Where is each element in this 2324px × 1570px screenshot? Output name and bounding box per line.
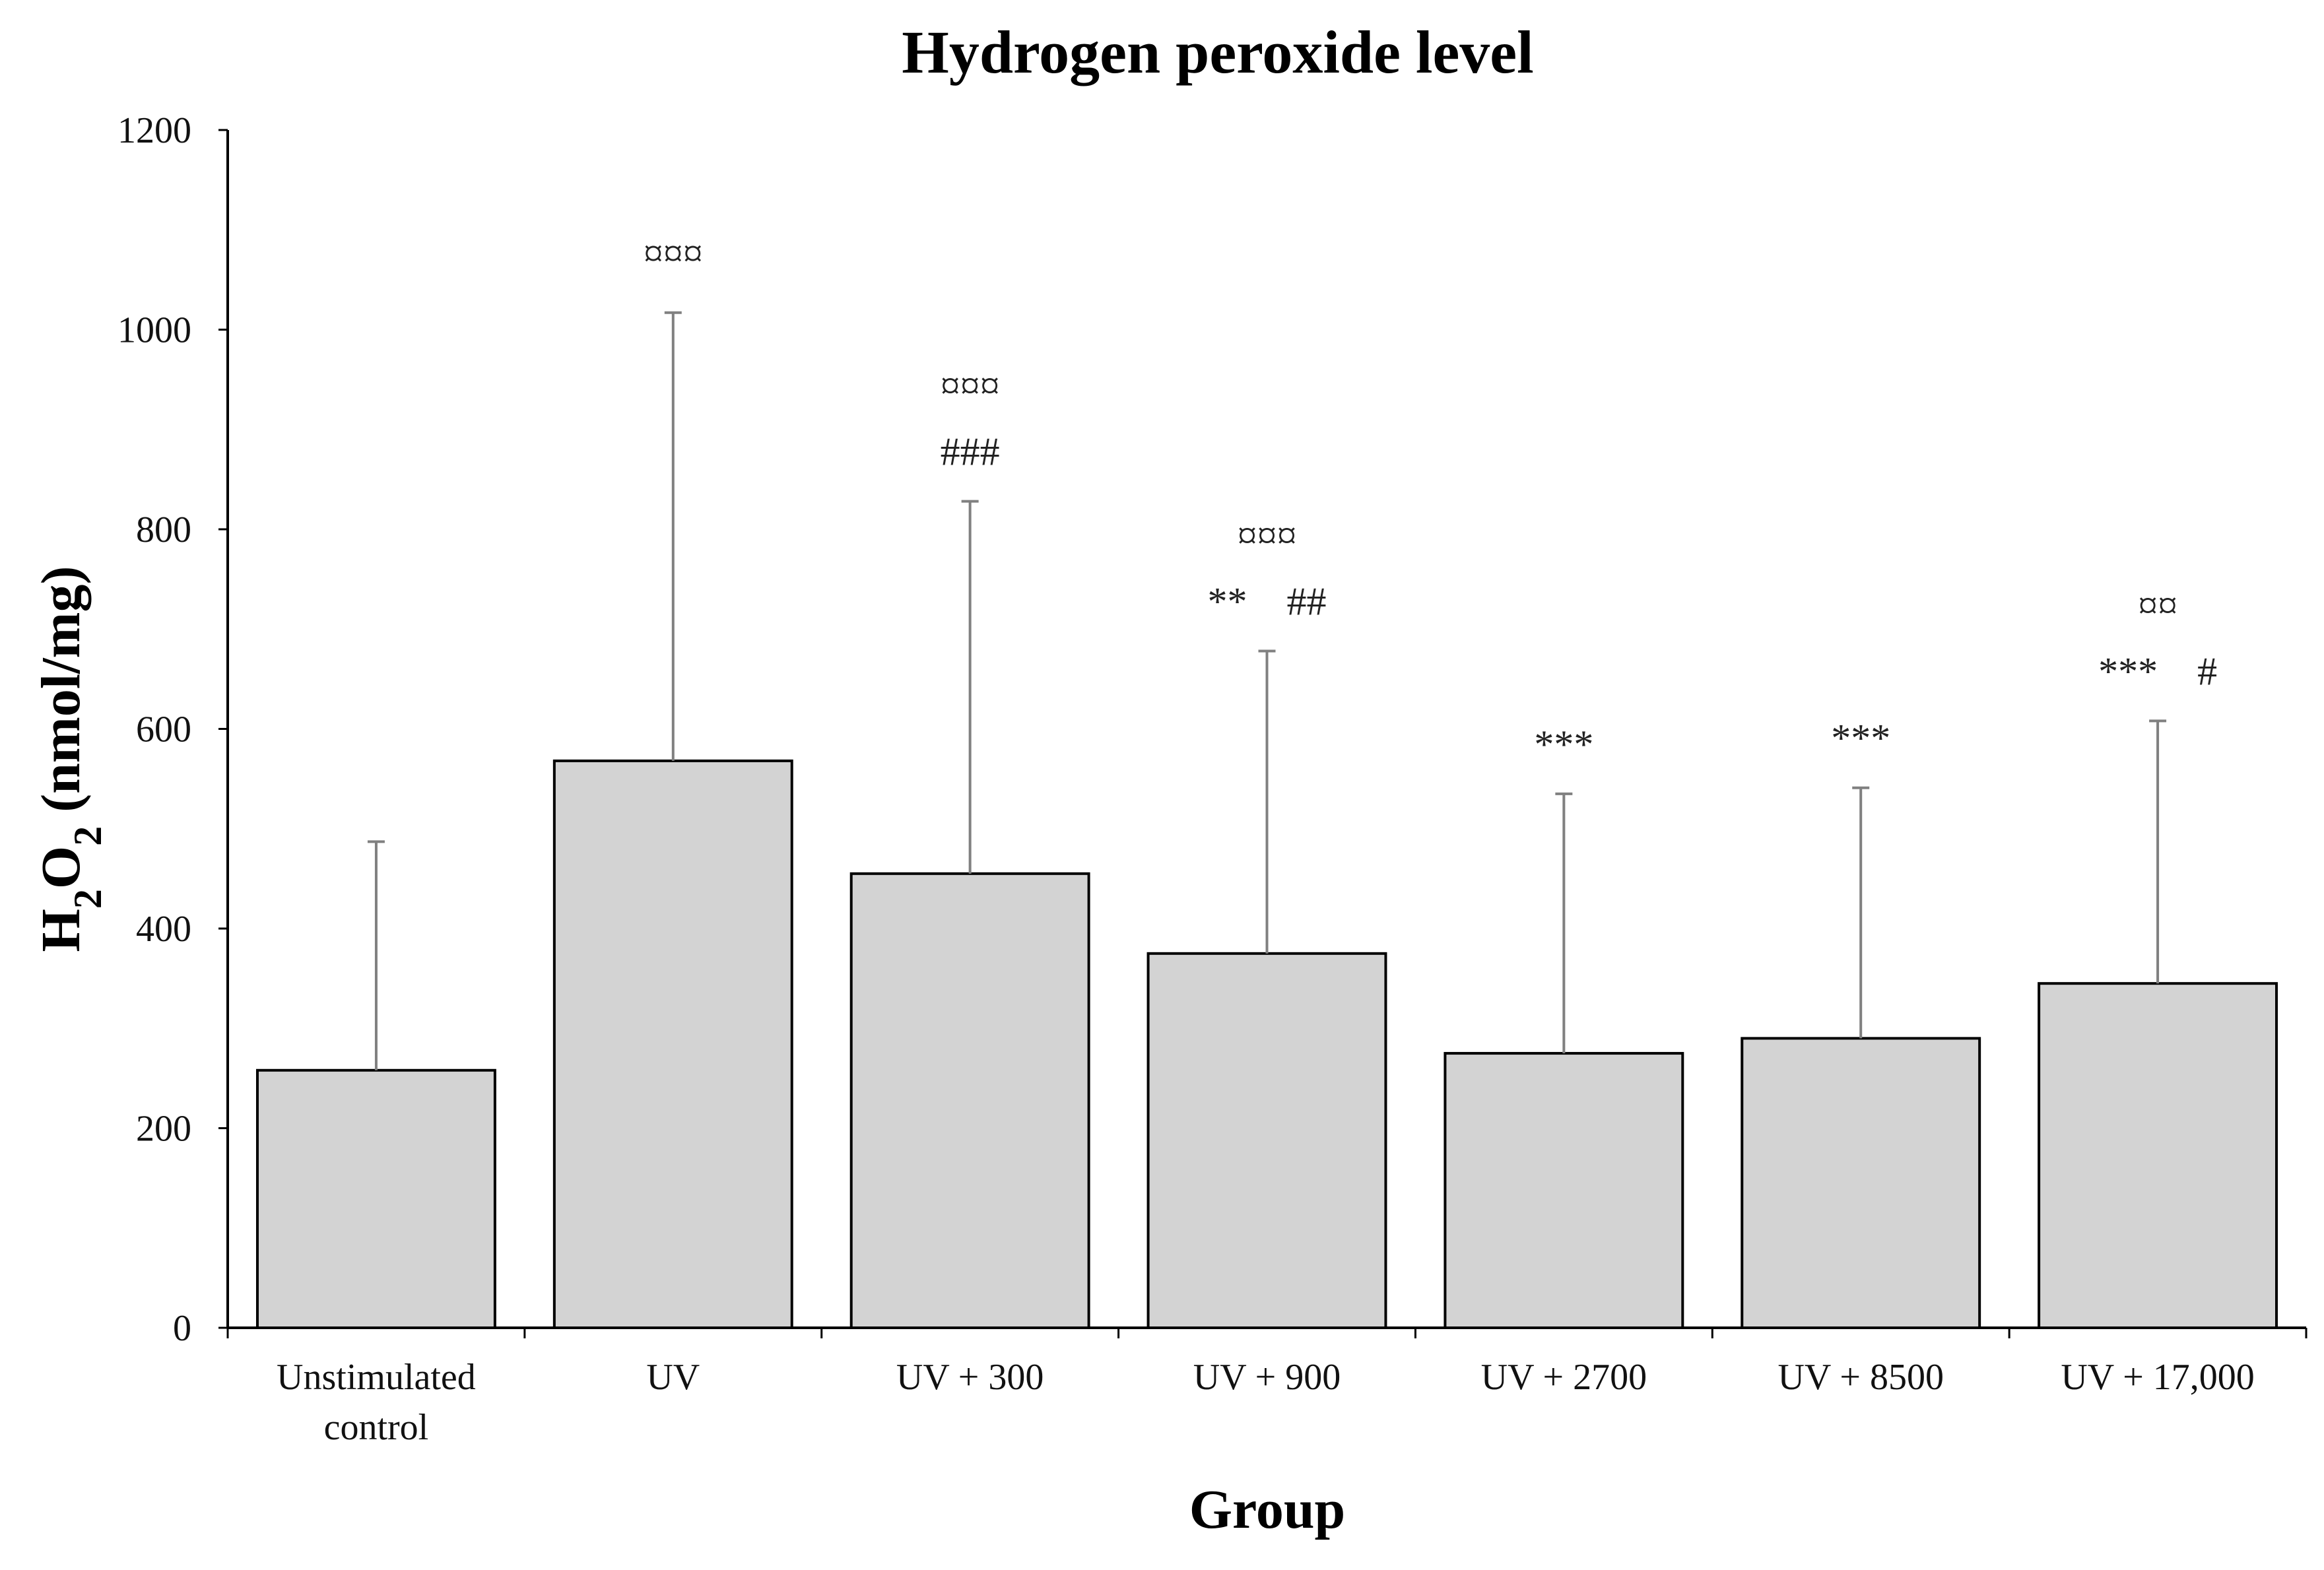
y-axis-title-units: (nmol/mg) [30, 566, 92, 826]
x-tick-label: UV [646, 1357, 700, 1398]
y-tick-label: 400 [136, 909, 191, 950]
bar [2038, 982, 2278, 1329]
x-tick-label: UV + 300 [896, 1357, 1044, 1398]
y-axis-title-sub1: 2 [66, 889, 110, 909]
bar [1146, 952, 1387, 1329]
significance-marker: *** [1831, 717, 1890, 760]
significance-marker: ** ## [1208, 580, 1327, 624]
bar [552, 759, 793, 1329]
x-tick-label: UV + 17,000 [2061, 1357, 2254, 1398]
significance-marker: ¤¤ [2138, 583, 2177, 627]
y-tick-label: 0 [173, 1308, 191, 1349]
significance-marker: ¤¤¤ [644, 232, 703, 275]
y-tick-label: 200 [136, 1109, 191, 1150]
bar [255, 1068, 496, 1330]
x-tick-label: UV + 900 [1193, 1357, 1341, 1398]
y-tick-label: 1200 [117, 110, 191, 151]
bar [1741, 1037, 1981, 1329]
x-tick-label: UV + 2700 [1481, 1357, 1647, 1398]
significance-marker: ¤¤¤ [1238, 514, 1297, 558]
plot-area: 0 200 400 600 800 1000 1200 Unstimulated control… [117, 110, 2307, 1448]
bar [849, 872, 1090, 1329]
significance-marker: ¤¤¤ [941, 364, 1000, 408]
y-tick-label: 1000 [117, 310, 191, 351]
x-axis-title: Group [1189, 1479, 1346, 1540]
chart-title: Hydrogen peroxide level [902, 18, 1533, 86]
significance-marker: *** # [2098, 649, 2217, 693]
y-axis-title-h: H [30, 909, 92, 952]
y-axis-title-sub2: 2 [66, 826, 110, 846]
y-tick-label: 800 [136, 509, 191, 550]
y-tick-label: 600 [136, 709, 191, 750]
bar [1444, 1052, 1684, 1329]
x-tick-label: UV + 8500 [1777, 1357, 1943, 1398]
y-axis-title-o: O [30, 846, 92, 889]
y-axis-title: H2O2 (nmol/mg) [30, 566, 110, 952]
significance-marker: ### [941, 430, 1000, 474]
x-tick-label: control [324, 1407, 429, 1448]
significance-marker: *** [1534, 723, 1593, 766]
x-tick-label: Unstimulated [277, 1357, 476, 1398]
